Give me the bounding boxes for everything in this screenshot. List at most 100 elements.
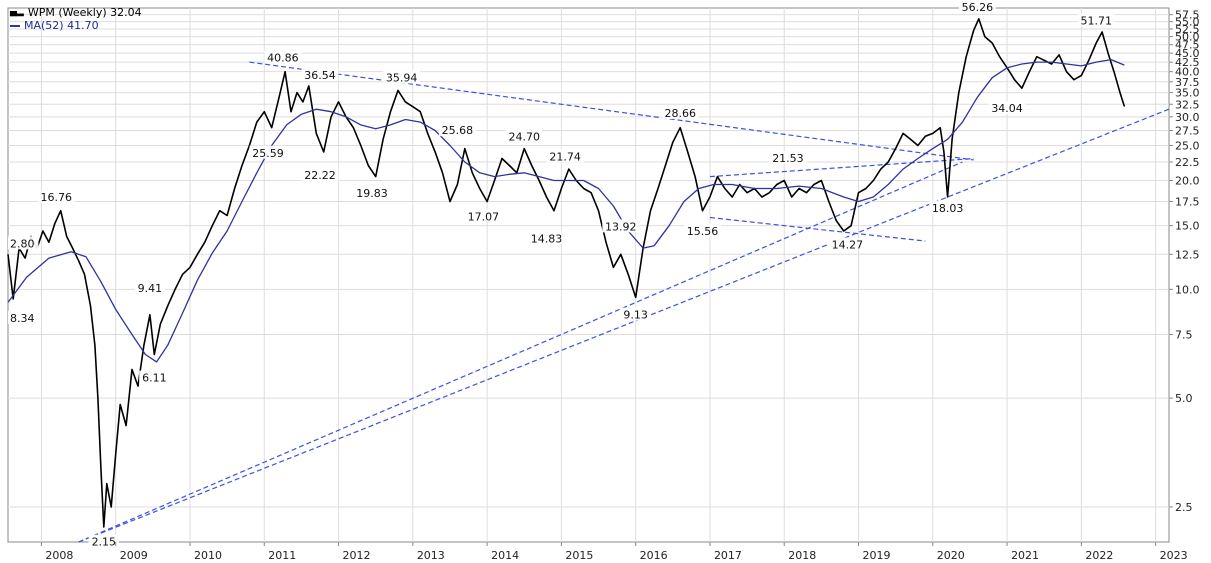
y-tick-label: 55.0: [1175, 16, 1200, 29]
annotation-background: [301, 67, 339, 81]
x-tick-label: 2011: [268, 549, 296, 562]
price-annotation: 9.13: [623, 309, 648, 322]
y-tick-label: 12.5: [1175, 248, 1200, 261]
annotation-background: [264, 50, 302, 64]
price-annotation: 14.83: [531, 232, 563, 245]
price-annotation: 51.71: [1080, 14, 1112, 27]
annotation-background: [828, 237, 866, 251]
x-tick-label: 2018: [788, 549, 816, 562]
y-axis-ticks: 57.555.052.550.047.545.042.540.037.535.0…: [1169, 9, 1200, 514]
y-tick-label: 7.5: [1175, 328, 1193, 341]
legend-price-row: ▄▂ WPM (Weekly) 32.04: [10, 6, 142, 19]
price-annotation: 21.53: [772, 152, 804, 165]
annotation-background: [353, 185, 391, 199]
annotation-background: [301, 167, 339, 181]
y-tick-label: 35.0: [1175, 87, 1200, 100]
annotation-background: [1077, 13, 1115, 27]
price-annotation: 17.07: [468, 210, 500, 223]
y-tick-label: 45.0: [1175, 47, 1200, 60]
y-tick-label: 22.5: [1175, 156, 1200, 169]
price-annotation: 56.26: [962, 1, 994, 14]
trendline: [249, 61, 974, 161]
price-annotation: 36.54: [304, 69, 336, 82]
price-annotation: 2.80: [10, 237, 35, 250]
price-annotation: 19.83: [356, 187, 388, 200]
annotation-background: [249, 145, 287, 159]
annotation-background: [620, 307, 651, 321]
y-tick-label: 37.5: [1175, 76, 1200, 89]
y-tick-label: 20.0: [1175, 174, 1200, 187]
annotation-background: [134, 280, 166, 294]
price-annotation: 8.34: [10, 312, 35, 325]
y-tick-label: 2.5: [1175, 501, 1193, 514]
x-tick-label: 2014: [491, 549, 519, 562]
x-tick-label: 2008: [45, 549, 73, 562]
x-tick-label: 2010: [194, 549, 222, 562]
annotation-background: [383, 70, 421, 84]
trendline: [78, 108, 1170, 543]
x-tick-label: 2020: [937, 549, 965, 562]
annotation-background: [8, 236, 39, 250]
x-axis-ticks: 2008 2009 2010 2011 2012 2013 2014 2015 2016 2017…: [40, 542, 1188, 562]
legend-price-label: WPM (Weekly) 32.04: [27, 6, 142, 19]
annotation-background: [684, 223, 722, 237]
y-tick-label: 10.0: [1175, 283, 1200, 296]
trendline: [709, 216, 926, 242]
price-annotation: 15.56: [687, 225, 719, 238]
x-tick-label: 2015: [565, 549, 593, 562]
price-annotation: 6.11: [142, 372, 167, 385]
x-tick-label: 2016: [640, 549, 668, 562]
price-annotation: 14.27: [832, 238, 864, 251]
x-tick-label: 2013: [417, 549, 445, 562]
x-tick-label: 2019: [863, 549, 891, 562]
y-tick-label: 57.5: [1175, 9, 1200, 22]
price-annotation: 13.92: [605, 220, 637, 233]
plot-background: [7, 7, 1170, 543]
price-annotation: 35.94: [386, 71, 418, 84]
annotation-background: [37, 190, 75, 204]
x-tick-label: 2021: [1011, 549, 1039, 562]
y-tick-label: 30.0: [1175, 111, 1200, 124]
annotation-background: [8, 310, 39, 324]
y-tick-label: 40.0: [1175, 66, 1200, 79]
price-annotation: 24.70: [508, 130, 540, 143]
annotation-background: [602, 219, 640, 233]
price-annotation: 2.15: [92, 536, 117, 549]
trendline: [78, 161, 963, 543]
x-tick-label: 2022: [1085, 549, 1113, 562]
price-annotation: 16.76: [41, 191, 73, 204]
y-tick-label: 27.5: [1175, 124, 1200, 137]
price-annotations: 2.80 8.34 16.76 2.15 9.41 6.11 40.86 36.54 25.59…: [8, 0, 1115, 549]
y-tick-label: 42.5: [1175, 56, 1200, 69]
y-tick-label: 15.0: [1175, 220, 1200, 233]
price-series-line: [7, 18, 1126, 528]
y-tick-label: 25.0: [1175, 139, 1200, 152]
y-tick-label: 17.5: [1175, 195, 1200, 208]
annotation-background: [988, 100, 1026, 114]
annotation-background: [769, 150, 807, 164]
x-tick-label: 2023: [1160, 549, 1188, 562]
ma-line-swatch-icon: [10, 24, 20, 27]
y-tick-label: 32.5: [1175, 98, 1200, 111]
annotation-background: [139, 370, 170, 384]
annotation-background: [464, 209, 502, 223]
price-annotation: 9.41: [138, 282, 163, 295]
legend-ma-label: MA(52) 41.70: [24, 19, 99, 32]
annotation-background: [505, 129, 543, 143]
price-annotation: 22.22: [304, 169, 336, 182]
trendline: [709, 157, 974, 178]
y-tick-label: 52.5: [1175, 23, 1200, 36]
y-tick-label: 47.5: [1175, 39, 1200, 52]
price-annotation: 40.86: [267, 51, 299, 64]
price-annotation: 25.59: [252, 147, 284, 160]
annotation-background: [88, 534, 120, 548]
price-annotation: 21.74: [549, 150, 581, 163]
annotation-background: [958, 0, 996, 14]
series-lines: [7, 18, 1126, 528]
price-annotation: 28.66: [664, 107, 696, 120]
ma52-series-line: [7, 58, 1125, 363]
x-tick-label: 2017: [714, 549, 742, 562]
price-annotation: 34.04: [991, 102, 1023, 115]
y-tick-label: 50.0: [1175, 31, 1200, 44]
